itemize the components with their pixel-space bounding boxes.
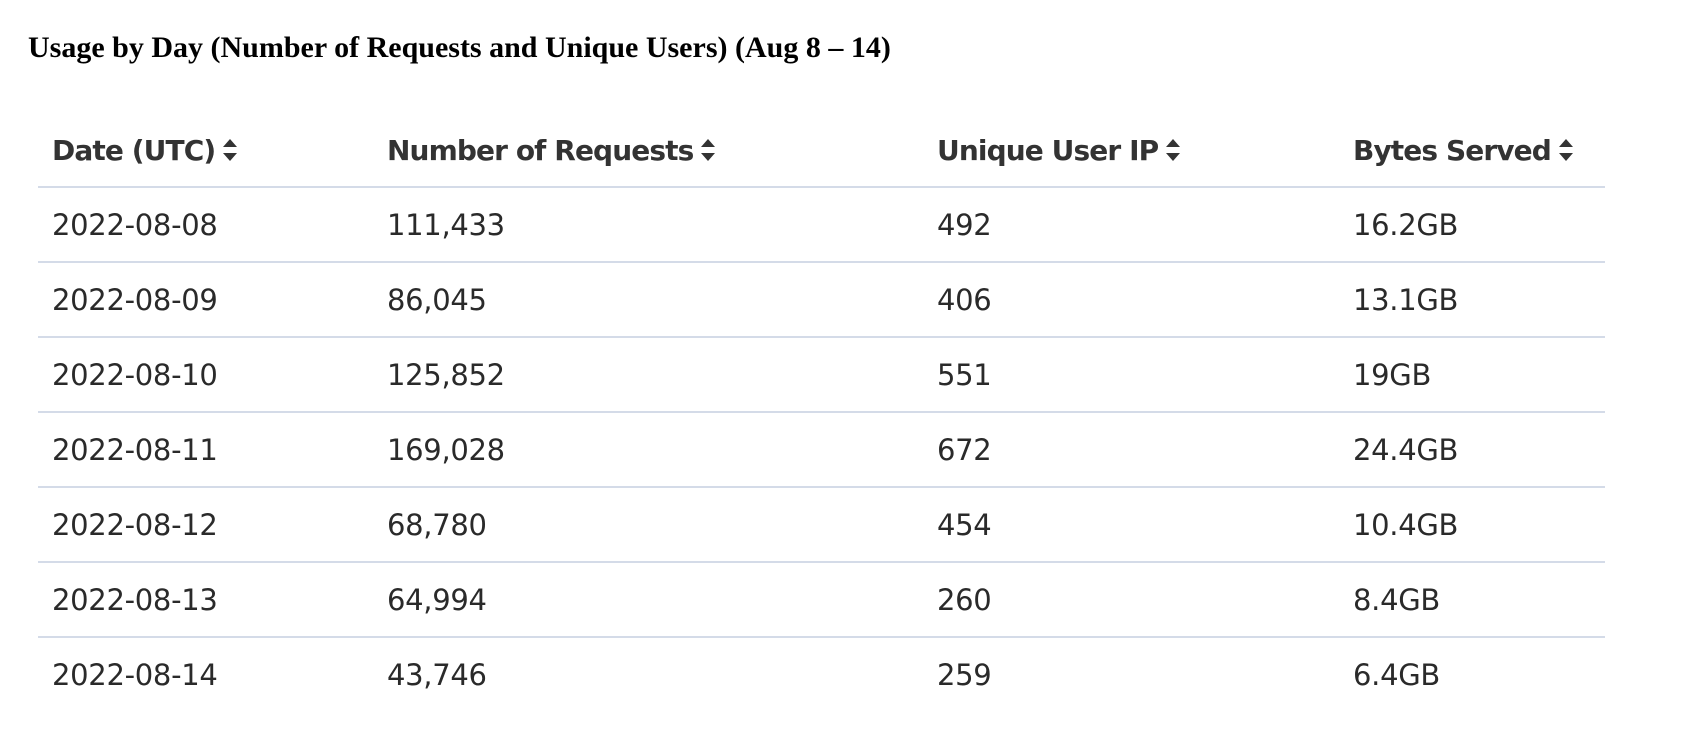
cell-date: 2022-08-13 [38,562,373,638]
cell-requests: 169,028 [373,412,923,488]
cell-date: 2022-08-09 [38,262,373,338]
cell-bytes-served: 19GB [1339,337,1605,413]
column-header-bytes-served[interactable]: Bytes Served [1339,114,1605,188]
sort-updown-icon[interactable] [699,137,717,163]
table-row: 2022-08-11 169,028 672 24.4GB [38,412,1605,488]
column-header-label: Unique User IP [937,133,1159,167]
table-row: 2022-08-09 86,045 406 13.1GB [38,262,1605,338]
table-row: 2022-08-13 64,994 260 8.4GB [38,562,1605,638]
table-row: 2022-08-12 68,780 454 10.4GB [38,487,1605,563]
cell-bytes-served: 13.1GB [1339,262,1605,338]
cell-requests: 43,746 [387,657,487,692]
sort-updown-icon[interactable] [1557,137,1575,163]
cell-date: 2022-08-10 [38,337,373,413]
page-title: Usage by Day (Number of Requests and Uni… [28,31,891,64]
cell-unique-user-ip: 260 [923,562,1339,638]
cell-requests: 125,852 [373,337,923,413]
column-header-date[interactable]: Date (UTC) [38,114,373,188]
cell-date: 2022-08-12 [38,487,373,563]
cell-unique-user-ip: 454 [923,487,1339,563]
cell-bytes-served: 16.2GB [1339,187,1605,263]
cell-requests: 68,780 [373,487,923,563]
column-header-label: Bytes Served [1353,133,1552,167]
table-row: 2022-08-08 111,433 492 16.2GB [38,187,1605,263]
table-row: 2022-08-10 125,852 551 19GB [38,337,1605,413]
cell-unique-user-ip: 406 [923,262,1339,338]
cell-date: 2022-08-08 [38,187,373,263]
column-header-unique-user-ip[interactable]: Unique User IP [923,114,1339,188]
column-header-requests[interactable]: Number of Requests [373,114,923,188]
cell-unique-user-ip: 492 [923,187,1339,263]
cell-unique-user-ip: 259 [937,657,992,692]
cell-date: 2022-08-11 [38,412,373,488]
usage-table: Date (UTC) Number of Requests Unique Use… [38,114,1605,711]
table-header-row: Date (UTC) Number of Requests Unique Use… [38,114,1605,188]
column-header-label: Number of Requests [387,133,694,167]
cell-requests: 111,433 [373,187,923,263]
cell-bytes-served: 24.4GB [1339,412,1605,488]
cell-bytes-served: 8.4GB [1339,562,1605,638]
cell-date: 2022-08-14 [52,657,218,692]
table-row: 2022-08-14 43,746 259 6.4GB [38,637,1605,711]
cell-unique-user-ip: 672 [923,412,1339,488]
cell-requests: 86,045 [373,262,923,338]
cell-bytes-served: 6.4GB [1353,657,1440,692]
sort-updown-icon[interactable] [221,137,239,163]
sort-updown-icon[interactable] [1164,137,1182,163]
cell-requests: 64,994 [373,562,923,638]
cell-bytes-served: 10.4GB [1339,487,1605,563]
column-header-label: Date (UTC) [52,133,216,167]
cell-unique-user-ip: 551 [923,337,1339,413]
